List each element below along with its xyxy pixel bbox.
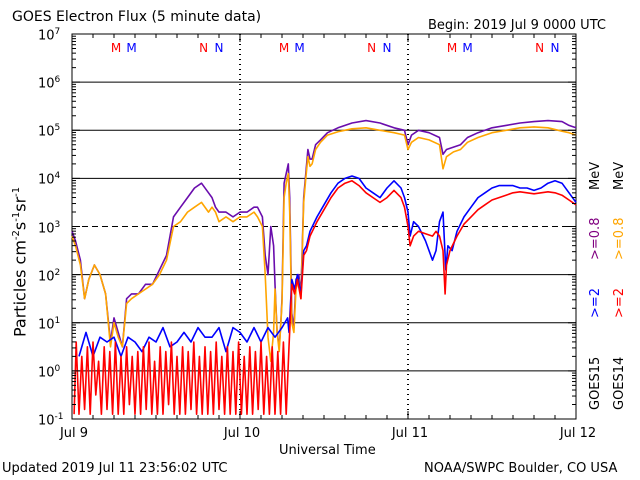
y-axis-title-exp2: -1: [11, 211, 22, 222]
source-credit: NOAA/SWPC Boulder, CO USA: [424, 461, 618, 476]
chart-title: GOES Electron Flux (5 minute data): [12, 9, 262, 25]
series-line-0: [71, 119, 577, 348]
y-tick-exponent: 0: [54, 363, 61, 374]
y-tick-label: 101: [38, 314, 60, 332]
marker-N: N: [383, 41, 392, 55]
x-tick-label: Jul 10: [223, 426, 261, 441]
legend-goes14-ge2: >=2: [612, 287, 627, 318]
y-tick-base: 10: [38, 28, 55, 44]
marker-M: M: [447, 41, 457, 55]
marker-N: N: [367, 41, 376, 55]
y-tick-exponent: 1: [54, 315, 61, 326]
x-tick-label: Jul 11: [391, 426, 429, 441]
legend-goes14-label: GOES14: [612, 356, 627, 410]
y-axis-title-main: Particles cm: [10, 240, 30, 337]
marker-M: M: [279, 41, 289, 55]
grid-lines: [72, 81, 576, 372]
y-tick-label: 106: [38, 73, 60, 91]
y-axis-title: Particles cm-2s-1sr-1: [8, 187, 29, 337]
series-lines: [71, 119, 577, 416]
y-tick-base: 10: [38, 268, 55, 284]
y-axis-title-exp3: -1: [11, 186, 22, 197]
series-line-1: [71, 126, 577, 363]
marker-M: M: [462, 41, 472, 55]
y-tick-base: 10: [38, 413, 55, 429]
x-tick-label: Jul 12: [559, 426, 597, 441]
legend-goes14-ge08: >=0.8: [612, 217, 627, 260]
y-tick-label: 10-1: [38, 410, 64, 428]
y-axis-title-end: sr: [10, 196, 30, 212]
marker-M: M: [111, 41, 121, 55]
marker-N: N: [199, 41, 208, 55]
legend-goes15-ge08: >=0.8: [588, 217, 603, 260]
legend-goes14-unit: MeV: [612, 161, 627, 190]
y-tick-exponent: -1: [54, 412, 64, 422]
marker-N: N: [551, 41, 560, 55]
y-tick-exponent: 5: [54, 123, 61, 134]
series-line-3: [73, 180, 577, 416]
x-tick-label: Jul 9: [59, 426, 89, 441]
y-tick-base: 10: [38, 220, 55, 236]
marker-M: M: [126, 41, 136, 55]
marker-N: N: [215, 41, 224, 55]
y-axis-title-exp1: -2: [11, 230, 22, 241]
updated-timestamp: Updated 2019 Jul 11 23:56:02 UTC: [2, 461, 228, 476]
y-axis-title-mid: s: [10, 221, 30, 231]
begin-time-label: Begin: 2019 Jul 9 0000 UTC: [428, 18, 606, 33]
x-axis-title: Universal Time: [279, 443, 376, 458]
y-tick-base: 10: [38, 317, 55, 333]
day-separators: [239, 34, 409, 419]
y-tick-exponent: 4: [54, 171, 61, 182]
y-tick-label: 105: [38, 121, 60, 139]
legend-goes15-label: GOES15: [588, 356, 603, 410]
legend-goes15-ge2: >=2: [588, 287, 603, 318]
y-tick-label: 104: [38, 169, 60, 187]
y-tick-label: 100: [38, 362, 60, 380]
y-tick-base: 10: [38, 172, 55, 188]
axis-ticks: [71, 34, 577, 420]
legend-goes15-unit: MeV: [588, 161, 603, 190]
y-tick-base: 10: [38, 124, 55, 140]
marker-M: M: [294, 41, 304, 55]
y-tick-exponent: 2: [54, 267, 61, 278]
y-tick-label: 102: [38, 266, 60, 284]
y-tick-exponent: 7: [54, 27, 61, 37]
y-tick-exponent: 6: [54, 75, 61, 86]
series-line-2: [78, 175, 577, 358]
y-tick-label: 103: [38, 218, 60, 236]
y-tick-label: 107: [38, 25, 60, 43]
y-tick-base: 10: [38, 76, 55, 92]
y-tick-base: 10: [38, 365, 55, 381]
marker-N: N: [535, 41, 544, 55]
y-tick-exponent: 3: [54, 219, 61, 230]
